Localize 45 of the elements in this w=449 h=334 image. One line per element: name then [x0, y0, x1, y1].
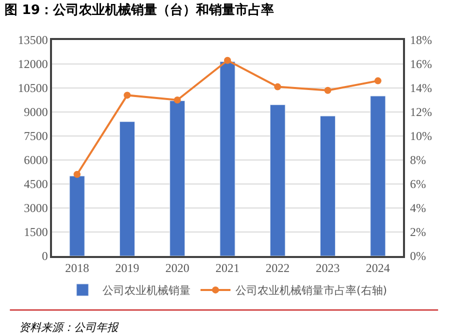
- chart-title: 图 19：公司农业机械销量（台）和销量市占率: [4, 2, 274, 18]
- point: [124, 92, 131, 99]
- bar: [69, 176, 85, 256]
- bar: [370, 96, 386, 256]
- y-tick-label: 1500: [24, 225, 48, 240]
- y2-tick-label: 4%: [410, 201, 426, 216]
- y-tick-label: 3000: [24, 201, 48, 216]
- y-tick-label: 9000: [24, 105, 48, 120]
- y2-tick-label: 0%: [410, 249, 426, 264]
- bar: [270, 104, 286, 256]
- x-tick-label: 2022: [266, 261, 290, 276]
- y-tick-label: 4500: [24, 177, 48, 192]
- y2-tick-label: 12%: [410, 105, 432, 120]
- point: [374, 77, 382, 84]
- legend-label: 公司农业机械销量: [102, 284, 190, 298]
- point: [74, 170, 81, 178]
- x-tick-label: 2024: [366, 261, 390, 276]
- x-tick-label: 2020: [165, 261, 190, 276]
- y2-tick-label: 6%: [410, 177, 426, 192]
- bar: [220, 61, 236, 256]
- y2-tick-label: 14%: [410, 81, 432, 96]
- y2-tick-label: 18%: [410, 33, 432, 48]
- point: [174, 96, 181, 104]
- point: [274, 83, 282, 90]
- bar: [170, 100, 186, 256]
- text: 资料来源：公司年报: [19, 321, 119, 334]
- y-tick-label: 13500: [18, 33, 48, 48]
- legend-label: 公司农业机械销量市占率(右轴): [236, 284, 388, 298]
- y2-tick-label: 8%: [410, 153, 426, 168]
- point: [224, 56, 231, 64]
- bar: [320, 116, 336, 256]
- y-tick-label: 12000: [18, 57, 48, 72]
- x-tick-label: 2023: [316, 261, 340, 276]
- x-tick-label: 2019: [115, 261, 140, 276]
- y-tick-label: 6000: [24, 153, 48, 168]
- y-tick-label: 10500: [18, 81, 48, 96]
- y-tick-label: 0: [42, 249, 48, 264]
- point: [324, 86, 332, 94]
- x-tick-label: 2018: [65, 261, 90, 276]
- y2-tick-label: 2%: [410, 225, 426, 240]
- bar: [119, 121, 135, 256]
- x-tick-label: 2021: [216, 261, 240, 276]
- y2-tick-label: 16%: [410, 57, 432, 72]
- y-tick-label: 7500: [24, 129, 48, 144]
- y2-tick-label: 10%: [410, 129, 432, 144]
